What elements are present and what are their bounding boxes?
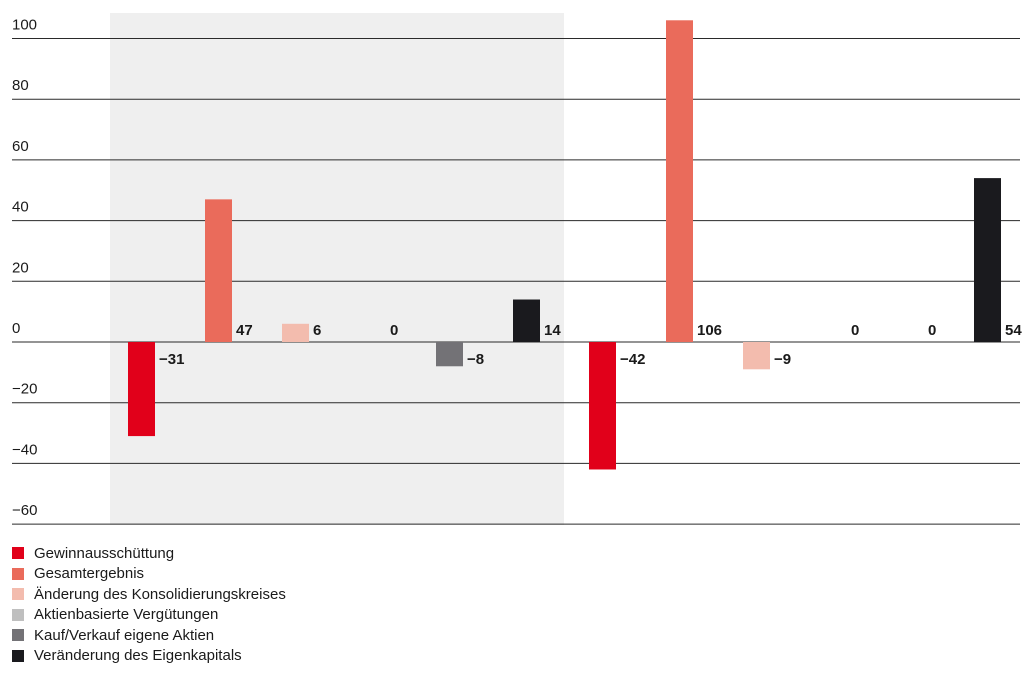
data-label: 106 <box>697 322 722 339</box>
data-label: 0 <box>390 322 398 339</box>
bar <box>666 20 693 342</box>
y-tick-label: 0 <box>12 320 20 337</box>
bars <box>128 20 1001 470</box>
bar <box>128 342 155 437</box>
legend-label: Kauf/Verkauf eigene Aktien <box>34 626 215 644</box>
highlight-band-layer <box>110 13 564 525</box>
bar <box>436 342 463 367</box>
y-tick-label: 60 <box>12 138 29 155</box>
data-label: 6 <box>313 322 321 339</box>
legend-swatch <box>12 567 24 580</box>
data-label: −42 <box>620 351 645 368</box>
data-label: −9 <box>774 351 791 368</box>
legend-label: Veränderung des Eigenkapitals <box>34 647 242 665</box>
y-tick-label: −40 <box>12 441 37 458</box>
data-label: −31 <box>159 351 184 368</box>
data-label: 54 <box>1005 322 1022 339</box>
legend-swatch <box>12 547 24 560</box>
y-tick-label: 80 <box>12 77 29 94</box>
legend-item-aktienbasierte-verguetungen: Aktienbasierte Vergütungen <box>12 605 286 626</box>
bar <box>282 323 309 342</box>
bar <box>589 342 616 470</box>
data-label: 47 <box>236 322 253 339</box>
data-label: 0 <box>851 322 859 339</box>
y-tick-label: 100 <box>12 17 37 34</box>
bar <box>205 199 232 342</box>
highlight-band <box>110 13 564 525</box>
data-label: 0 <box>928 322 936 339</box>
y-tick-label: −20 <box>12 381 37 398</box>
legend-item-veraenderung-eigenkapital: Veränderung des Eigenkapitals <box>12 646 286 667</box>
data-labels: −31 47 6 0 −8 14 −42 106 −9 0 0 54 <box>159 322 1022 368</box>
legend-item-gesamtergebnis: Gesamtergebnis <box>12 564 286 585</box>
bar <box>513 299 540 342</box>
y-tick-label: −60 <box>12 502 37 519</box>
data-label: −8 <box>467 351 484 368</box>
legend-item-kauf-verkauf-eigene-aktien: Kauf/Verkauf eigene Aktien <box>12 625 286 646</box>
bar <box>974 178 1001 342</box>
legend: Gewinnausschüttung Gesamtergebnis Änderu… <box>12 543 286 666</box>
legend-swatch <box>12 649 24 662</box>
legend-swatch <box>12 588 24 601</box>
legend-swatch <box>12 608 24 621</box>
legend-label: Gewinnausschüttung <box>34 544 175 562</box>
legend-label: Aktienbasierte Vergütungen <box>34 606 219 624</box>
y-tick-label: 40 <box>12 199 29 216</box>
data-label: 14 <box>544 322 561 339</box>
legend-swatch <box>12 629 24 642</box>
bar <box>743 342 770 370</box>
legend-item-gewinnausschuettung: Gewinnausschüttung <box>12 543 286 564</box>
legend-label: Gesamtergebnis <box>34 565 145 583</box>
legend-item-konsolidierungskreis: Änderung des Konsolidierungskreises <box>12 584 286 605</box>
y-tick-label: 20 <box>12 259 29 276</box>
legend-label: Änderung des Konsolidierungskreises <box>34 585 286 603</box>
